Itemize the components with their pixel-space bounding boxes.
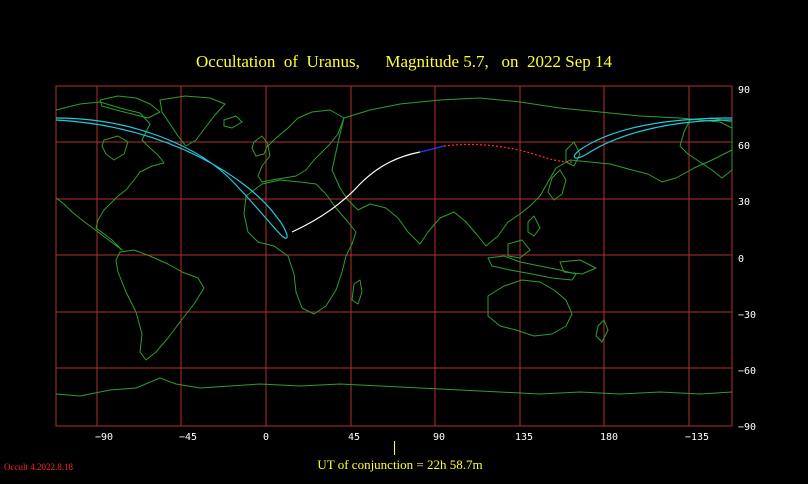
lon-tick-label: 45: [348, 432, 360, 443]
coast-british-isles: [251, 135, 269, 157]
coast-philippines: [527, 215, 541, 237]
coast-iceland: [223, 115, 243, 129]
coast-hudson-bay: [101, 135, 129, 161]
conjunction-marker: [394, 441, 395, 455]
grid-lines: [56, 86, 732, 426]
coast-new-guinea: [559, 259, 597, 275]
lat-tick-label: 90: [738, 85, 750, 96]
longitude-labels: −90 −45 0 45 90 135 180 −135: [95, 432, 709, 443]
lon-tick-label: −135: [685, 432, 709, 443]
lon-tick-label: −90: [95, 432, 113, 443]
lat-tick-label: 0: [738, 254, 744, 265]
coast-alaska: [679, 117, 733, 179]
lat-tick-label: −60: [738, 366, 756, 377]
coast-asia: [331, 97, 733, 247]
coast-europe: [257, 109, 345, 183]
lon-tick-label: 180: [600, 432, 618, 443]
map-frame: [55, 85, 733, 427]
coast-north-america: [55, 101, 165, 251]
limit-line-east: [573, 117, 733, 159]
occultation-limits: [55, 117, 733, 239]
lon-tick-label: 0: [263, 432, 269, 443]
lat-tick-label: −30: [738, 310, 756, 321]
coast-arctic-islands: [99, 95, 161, 119]
track-night: [443, 143, 573, 163]
coast-south-america: [115, 249, 205, 361]
coast-new-zealand: [595, 319, 609, 343]
lat-tick-label: 30: [738, 197, 750, 208]
track-twilight: [419, 145, 445, 153]
lat-tick-label: −90: [738, 422, 756, 433]
coast-japan: [547, 169, 567, 201]
lon-tick-label: 135: [515, 432, 533, 443]
coastlines: [55, 95, 733, 397]
coast-africa: [243, 179, 357, 315]
coast-madagascar: [351, 279, 363, 305]
coast-antarctica: [55, 377, 733, 397]
coast-kamchatka: [565, 141, 581, 167]
lat-tick-label: 60: [738, 141, 750, 152]
conjunction-time-label: UT of conjunction = 22h 58.7m: [317, 457, 483, 472]
coast-indonesia: [487, 255, 577, 281]
coast-borneo: [507, 239, 531, 259]
limit-line-west: [55, 117, 288, 239]
lon-tick-label: 90: [433, 432, 445, 443]
lon-tick-label: −45: [179, 432, 197, 443]
track-daylight: [291, 151, 421, 233]
coast-australia: [487, 279, 573, 337]
map-title: Occultation of Uranus, Magnitude 5.7, on…: [196, 52, 612, 71]
latitude-labels: 90 60 30 0 −30 −60 −90: [738, 85, 756, 433]
software-version-label: Occult 4.2022.8.18: [4, 462, 73, 472]
coast-greenland: [159, 95, 226, 147]
